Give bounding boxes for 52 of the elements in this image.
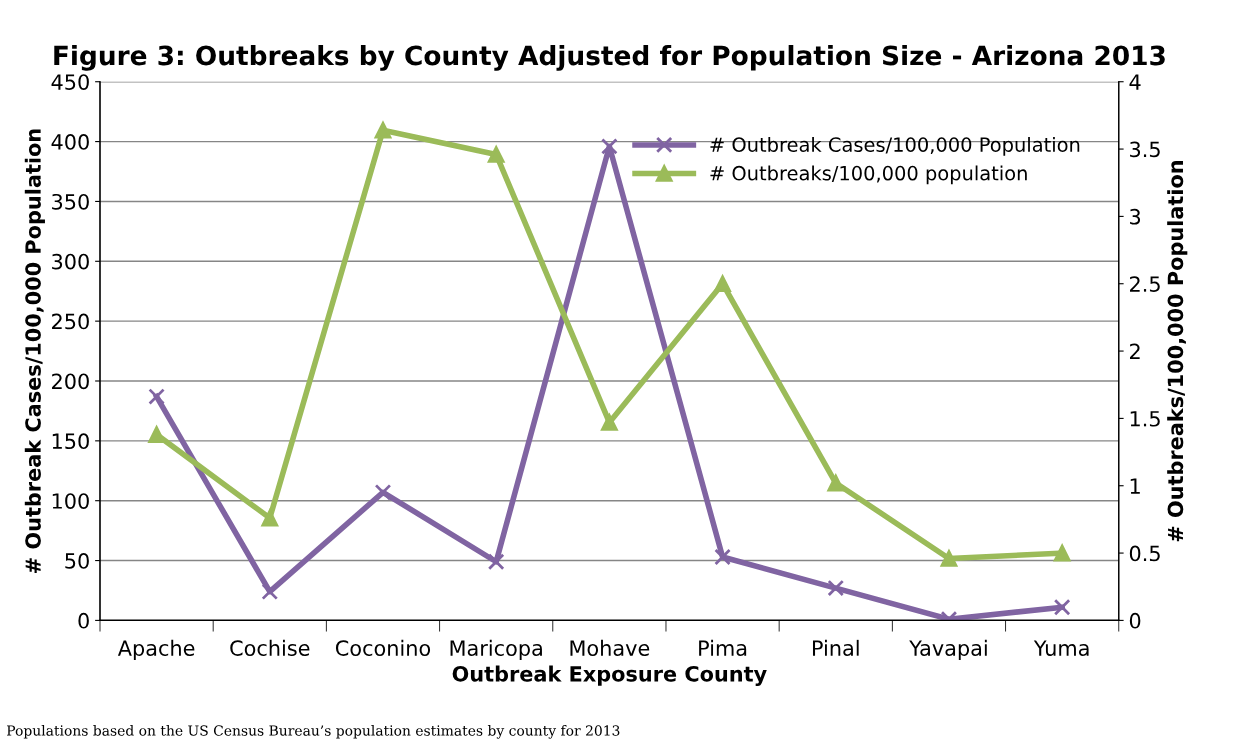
x-tick-label: Yuma	[1033, 640, 1089, 656]
x-tick-label: Mohave	[570, 639, 650, 656]
y-tick-label: 450	[51, 74, 89, 90]
x-tick-label: Cochise	[230, 639, 310, 656]
y2-tick-label: 3	[1130, 208, 1141, 225]
x-axis-title: Outbreak Exposure County	[452, 665, 767, 686]
point	[940, 550, 958, 567]
point	[261, 583, 279, 601]
point	[601, 414, 618, 431]
y2-tick-label: 3.5	[1130, 141, 1160, 158]
point	[487, 146, 505, 163]
y-tick-label: 300	[52, 253, 89, 270]
y-tick-label: 250	[52, 313, 89, 330]
x-tick-label: Apache	[117, 639, 195, 661]
legend-label: # Outbreaks/100,000 population	[710, 165, 1027, 185]
y-tick-label: 100	[52, 493, 89, 509]
x-tick-label: Yavapai	[909, 639, 987, 661]
y-tick-label: 350	[52, 193, 89, 210]
y2-axis-title: # Outbreaks/100,000 Population	[1167, 161, 1188, 542]
y2-tick-label: 1.5	[1130, 411, 1160, 427]
point	[827, 579, 845, 597]
y2-tick-label: 2.5	[1130, 276, 1160, 292]
x-tick-label: Pinal	[812, 639, 859, 656]
y-tick-label: 0	[78, 612, 89, 629]
text: Populations based on the US Census Bureau’s population estimates by county for 2013	[7, 725, 620, 739]
y2-tick-label: 0	[1129, 612, 1141, 629]
point	[148, 426, 165, 443]
y-axis-title: # Outbreak Cases/100,000 Population	[24, 129, 45, 573]
x-tick-label: Pima	[699, 639, 747, 656]
y-tick-label: 200	[52, 373, 89, 390]
y-tick-label: 400	[51, 134, 89, 150]
legend-label: # Outbreak Cases/100,000 Population	[710, 136, 1080, 156]
point	[714, 548, 731, 566]
point	[1053, 544, 1071, 562]
y-tick-label: 150	[52, 433, 89, 450]
point	[1053, 598, 1071, 616]
y2-tick-label: 4	[1129, 74, 1141, 90]
point	[487, 553, 505, 571]
point	[374, 121, 392, 139]
point	[601, 138, 618, 155]
point	[148, 388, 165, 405]
y2-tick-label: 0.5	[1129, 545, 1160, 562]
x-tick-label: Maricopa	[450, 639, 542, 661]
point	[261, 509, 279, 527]
y2-tick-label: 2	[1130, 343, 1140, 359]
x-tick-label: Coconino	[335, 639, 431, 656]
chart-title: Figure 3: Outbreaks by County Adjusted for Population Size - Arizona 2013	[54, 45, 1165, 71]
point	[714, 275, 731, 293]
point	[827, 474, 845, 492]
y2-tick-label: 1	[1130, 478, 1140, 494]
point	[374, 483, 392, 501]
y-tick-label: 50	[65, 553, 89, 569]
